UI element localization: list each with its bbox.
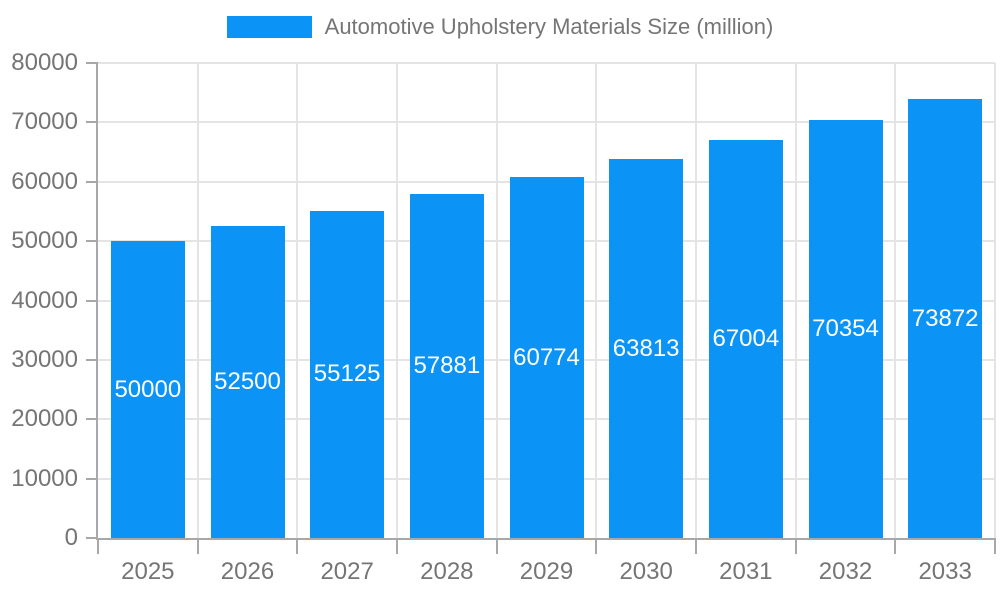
bar[interactable] — [310, 210, 385, 538]
x-axis-tick — [495, 538, 498, 554]
v-gridline — [495, 63, 498, 538]
y-tick-label: 10000 — [11, 464, 78, 492]
bar[interactable] — [409, 194, 484, 538]
x-tick-label: 2026 — [220, 558, 275, 585]
bar-value-label: 67004 — [712, 325, 780, 353]
y-axis-tick — [86, 537, 98, 539]
y-axis-tick — [86, 62, 98, 64]
x-tick-label: 2033 — [918, 558, 972, 585]
v-gridline — [196, 63, 199, 538]
y-axis-tick — [86, 477, 98, 480]
v-gridline — [595, 63, 598, 538]
h-gridline — [98, 121, 995, 124]
x-axis-line — [96, 538, 995, 540]
y-tick-label: 80000 — [11, 49, 78, 76]
bar-value-label: 52500 — [214, 368, 281, 396]
y-axis-tick — [86, 121, 98, 124]
legend-label[interactable]: Automotive Upholstery Materials Size (mi… — [324, 14, 774, 39]
legend-swatch[interactable] — [226, 16, 312, 38]
x-tick-label: 2025 — [121, 558, 175, 585]
y-tick-label: 20000 — [11, 405, 78, 433]
bar[interactable] — [609, 159, 684, 538]
bar[interactable] — [708, 140, 783, 538]
bar-value-label: 60774 — [513, 343, 580, 371]
y-axis-tick — [86, 418, 98, 421]
x-axis-tick — [396, 538, 398, 554]
x-tick-label: 2030 — [619, 558, 673, 585]
legend[interactable]: Automotive Upholstery Materials Size (mi… — [0, 14, 1000, 40]
bar-value-label: 63813 — [612, 334, 680, 362]
x-axis-tick — [196, 538, 199, 554]
y-axis-line — [96, 63, 98, 540]
y-tick-label: 70000 — [11, 108, 78, 136]
bar-value-label: 55125 — [313, 360, 381, 388]
v-gridline — [396, 63, 398, 538]
bar-value-label: 50000 — [114, 375, 182, 403]
v-gridline — [296, 63, 299, 538]
y-tick-label: 60000 — [11, 167, 78, 195]
x-axis-tick — [794, 538, 797, 554]
y-axis-tick — [86, 358, 98, 361]
bar-value-label: 57881 — [413, 352, 481, 380]
y-tick-label: 0 — [64, 524, 78, 551]
x-axis-tick — [994, 538, 996, 554]
x-tick-label: 2031 — [719, 558, 773, 585]
x-tick-label: 2028 — [420, 558, 474, 585]
y-axis-tick — [86, 299, 98, 302]
bar[interactable] — [210, 226, 285, 538]
v-gridline — [894, 63, 897, 538]
y-tick-label: 30000 — [11, 345, 78, 373]
y-tick-label: 40000 — [11, 286, 78, 314]
y-tick-label: 50000 — [11, 227, 78, 255]
bar-value-label: 73872 — [911, 304, 979, 332]
x-axis-tick — [296, 538, 299, 554]
bar-value-label: 70354 — [812, 315, 879, 343]
x-tick-label: 2029 — [519, 558, 574, 585]
bar[interactable] — [110, 241, 185, 538]
bar[interactable] — [808, 120, 883, 538]
bar[interactable] — [908, 99, 983, 538]
y-axis-tick — [86, 180, 98, 183]
x-axis-tick — [695, 538, 697, 554]
bar[interactable] — [509, 177, 584, 538]
x-axis-tick — [894, 538, 897, 554]
x-tick-label: 2032 — [818, 558, 873, 585]
x-axis-tick — [97, 538, 99, 554]
v-gridline — [695, 63, 697, 538]
y-axis-tick — [86, 240, 98, 243]
v-gridline — [794, 63, 797, 538]
h-gridline — [98, 62, 995, 64]
x-tick-label: 2027 — [320, 558, 374, 585]
v-gridline — [994, 63, 996, 538]
x-axis-tick — [595, 538, 598, 554]
